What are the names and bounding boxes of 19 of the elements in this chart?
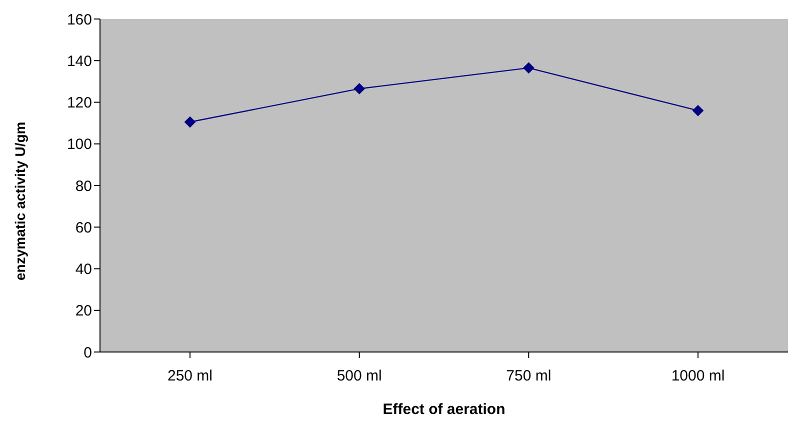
y-tick-label: 80 bbox=[75, 178, 92, 195]
y-tick-label: 160 bbox=[66, 11, 92, 28]
y-tick-label: 100 bbox=[66, 136, 92, 154]
point bbox=[523, 62, 534, 74]
y-tick-label: 140 bbox=[66, 52, 92, 70]
x-axis-title: Effect of aeration bbox=[382, 401, 506, 418]
x-tick-label: 750 ml bbox=[506, 368, 552, 385]
y-tick-label: 120 bbox=[66, 94, 92, 112]
y-tick-label: 20 bbox=[75, 302, 92, 320]
point bbox=[692, 105, 704, 116]
x-tick-label: 500 ml bbox=[336, 368, 382, 385]
point bbox=[354, 83, 365, 94]
y-axis-title: enzymatic activity U/gm bbox=[12, 122, 28, 280]
y-tick-label: 40 bbox=[75, 261, 92, 278]
y-tick-label: 0 bbox=[84, 344, 92, 362]
point bbox=[184, 116, 196, 128]
y-tick-label: 60 bbox=[75, 219, 92, 236]
x-tick-label: 1000 ml bbox=[671, 368, 725, 385]
x-tick-label: 250 ml bbox=[167, 368, 213, 385]
